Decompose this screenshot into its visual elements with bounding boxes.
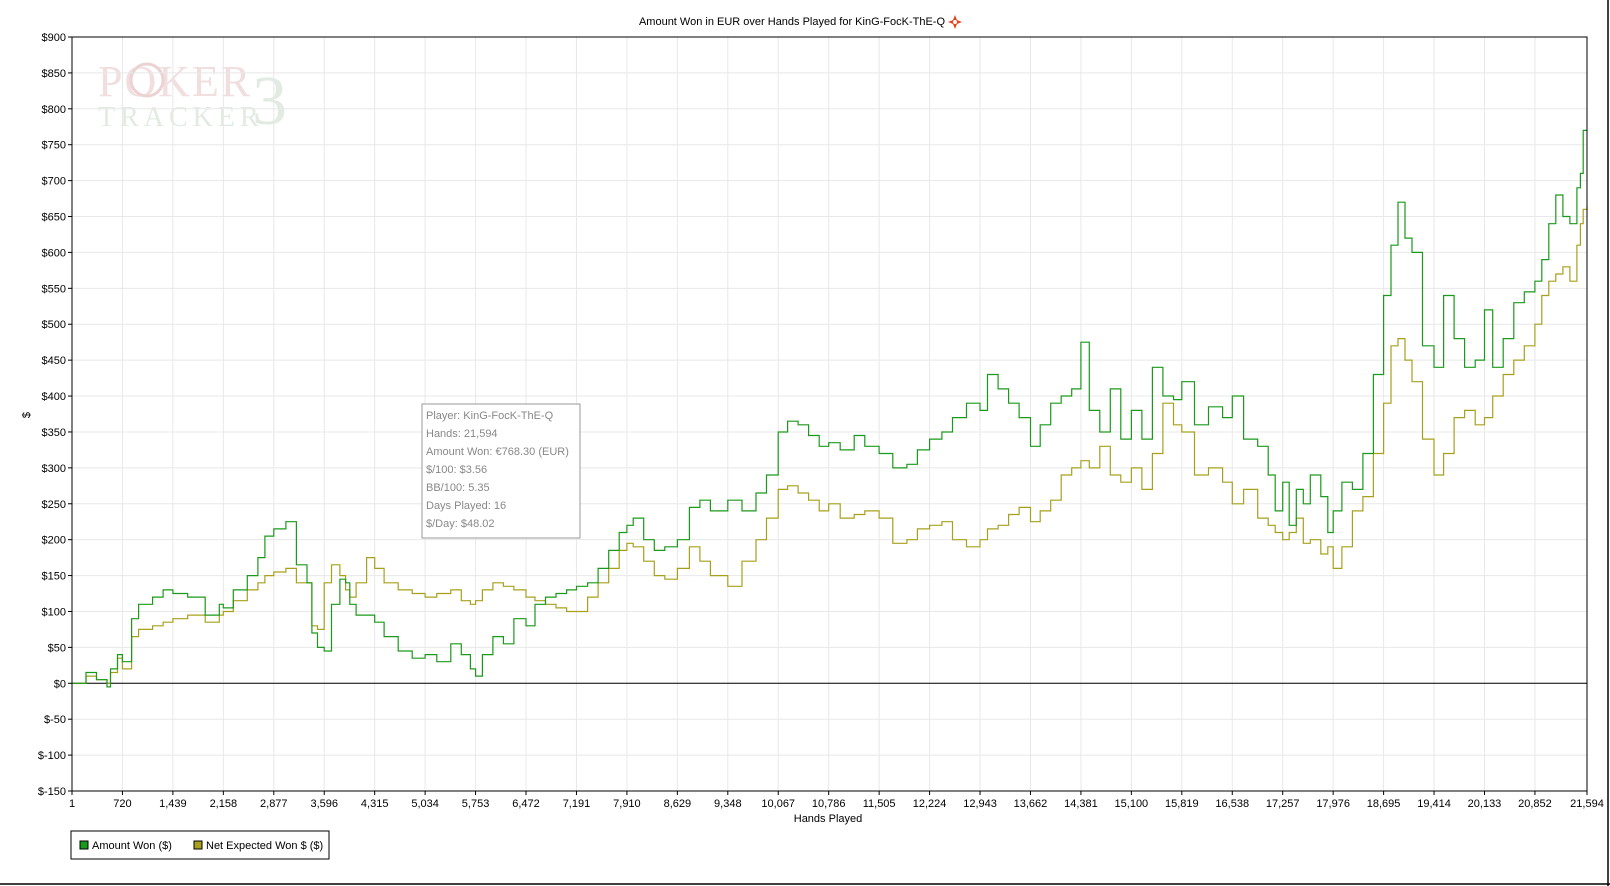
x-tick-label: 17,976	[1316, 798, 1350, 810]
y-tick-label: $600	[42, 247, 66, 259]
y-tick-label: $-50	[44, 714, 66, 726]
tooltip-per100: $/100: $3.56	[426, 464, 487, 476]
legend-label-amount-won: Amount Won ($)	[92, 840, 172, 852]
x-tick-label: 12,224	[913, 798, 947, 810]
tooltip-per-day: $/Day: $48.02	[426, 518, 495, 530]
svg-text:3: 3	[252, 63, 287, 140]
y-tick-label: $-150	[38, 786, 66, 798]
legend-swatch-net-expected-won	[193, 840, 203, 850]
x-tick-label: 5,034	[411, 798, 439, 810]
x-tick-label: 13,662	[1014, 798, 1048, 810]
x-tick-label: 17,257	[1266, 798, 1300, 810]
chart-title: Amount Won in EUR over Hands Played for …	[639, 16, 946, 28]
plot-frame	[71, 36, 1588, 792]
y-tick-label: $350	[42, 427, 66, 439]
y-axis-ticks: $-150 $-100 $-50 $0 $50 $100 $150 $200 $250 $300 $…	[38, 32, 72, 798]
y-tick-label: $250	[42, 499, 66, 511]
y-tick-label: $750	[42, 140, 66, 152]
y-tick-label: $150	[42, 571, 66, 583]
y-tick-label: $850	[42, 68, 66, 80]
x-axis-ticks: 1 720 1,439 2,158 2,877 3,596 4,315 5,034 5,753 6…	[69, 791, 1604, 810]
series-line-amount-won	[72, 129, 1587, 688]
x-tick-label: 2,877	[260, 798, 288, 810]
legend-label-net-expected-won: Net Expected Won $ ($)	[206, 840, 323, 852]
y-axis-title: $	[21, 412, 33, 418]
x-tick-label: 20,133	[1468, 798, 1502, 810]
x-tick-label: 11,505	[863, 798, 896, 810]
y-tick-label: $400	[42, 391, 66, 403]
x-tick-label: 7,910	[613, 798, 641, 810]
y-tick-label: $550	[42, 283, 66, 295]
x-tick-label: 1,439	[159, 798, 187, 810]
x-tick-label: 1	[69, 798, 75, 810]
x-tick-label: 14,381	[1064, 798, 1098, 810]
x-tick-label: 7,191	[563, 798, 591, 810]
x-tick-label: 720	[113, 798, 131, 810]
x-tick-label: 3,596	[310, 798, 338, 810]
y-tick-label: $500	[42, 319, 66, 331]
x-axis-title: Hands Played	[794, 813, 863, 825]
x-tick-label: 12,943	[963, 798, 997, 810]
tooltip-hands: Hands: 21,594	[426, 428, 498, 440]
x-tick-label: 18,695	[1367, 798, 1401, 810]
tooltip-bb100: BB/100: 5.35	[426, 482, 490, 494]
tooltip-amount-won: Amount Won: €768.30 (EUR)	[426, 446, 569, 458]
x-tick-label: 15,100	[1115, 798, 1149, 810]
x-tick-label: 4,315	[361, 798, 389, 810]
x-tick-label: 6,472	[512, 798, 540, 810]
stats-tooltip: Player: KinG-FocK-ThE-Q Hands: 21,594 Am…	[421, 403, 581, 539]
watermark-logo: POKER TRACKER 3	[98, 57, 287, 140]
x-tick-label: 19,414	[1417, 798, 1451, 810]
x-tick-label: 15,819	[1165, 798, 1199, 810]
y-tick-label: $0	[54, 678, 66, 690]
y-tick-label: $100	[42, 606, 66, 618]
svg-text:POKER: POKER	[98, 57, 252, 106]
y-tick-label: $700	[42, 176, 66, 188]
legend-swatch-amount-won	[79, 840, 89, 850]
legend: Amount Won ($) Net Expected Won $ ($)	[70, 830, 330, 860]
y-tick-label: $200	[42, 535, 66, 547]
svg-text:TRACKER: TRACKER	[98, 102, 264, 133]
y-tick-label: $800	[42, 104, 66, 116]
x-tick-label: 5,753	[462, 798, 490, 810]
series-layer	[72, 129, 1588, 688]
diamond-star-icon[interactable]	[948, 15, 962, 29]
x-tick-label: 20,852	[1518, 798, 1552, 810]
x-tick-label: 2,158	[210, 798, 238, 810]
y-gridlines	[72, 36, 1587, 792]
tooltip-days-played: Days Played: 16	[426, 500, 506, 512]
x-tick-label: 9,348	[714, 798, 742, 810]
tooltip-player: Player: KinG-FocK-ThE-Q	[426, 410, 554, 422]
y-tick-label: $300	[42, 463, 66, 475]
x-tick-label: 10,067	[761, 798, 795, 810]
x-tick-label: 21,594	[1570, 798, 1604, 810]
y-tick-label: $900	[42, 32, 66, 44]
y-tick-label: $650	[42, 212, 66, 224]
y-tick-label: $-100	[38, 750, 66, 762]
x-tick-label: 10,786	[812, 798, 846, 810]
y-tick-label: $50	[48, 642, 66, 654]
x-tick-label: 16,538	[1215, 798, 1249, 810]
y-tick-label: $450	[42, 355, 66, 367]
x-gridlines	[71, 37, 1588, 791]
series-line-net-expected-won	[72, 205, 1588, 684]
x-tick-label: 8,629	[664, 798, 692, 810]
